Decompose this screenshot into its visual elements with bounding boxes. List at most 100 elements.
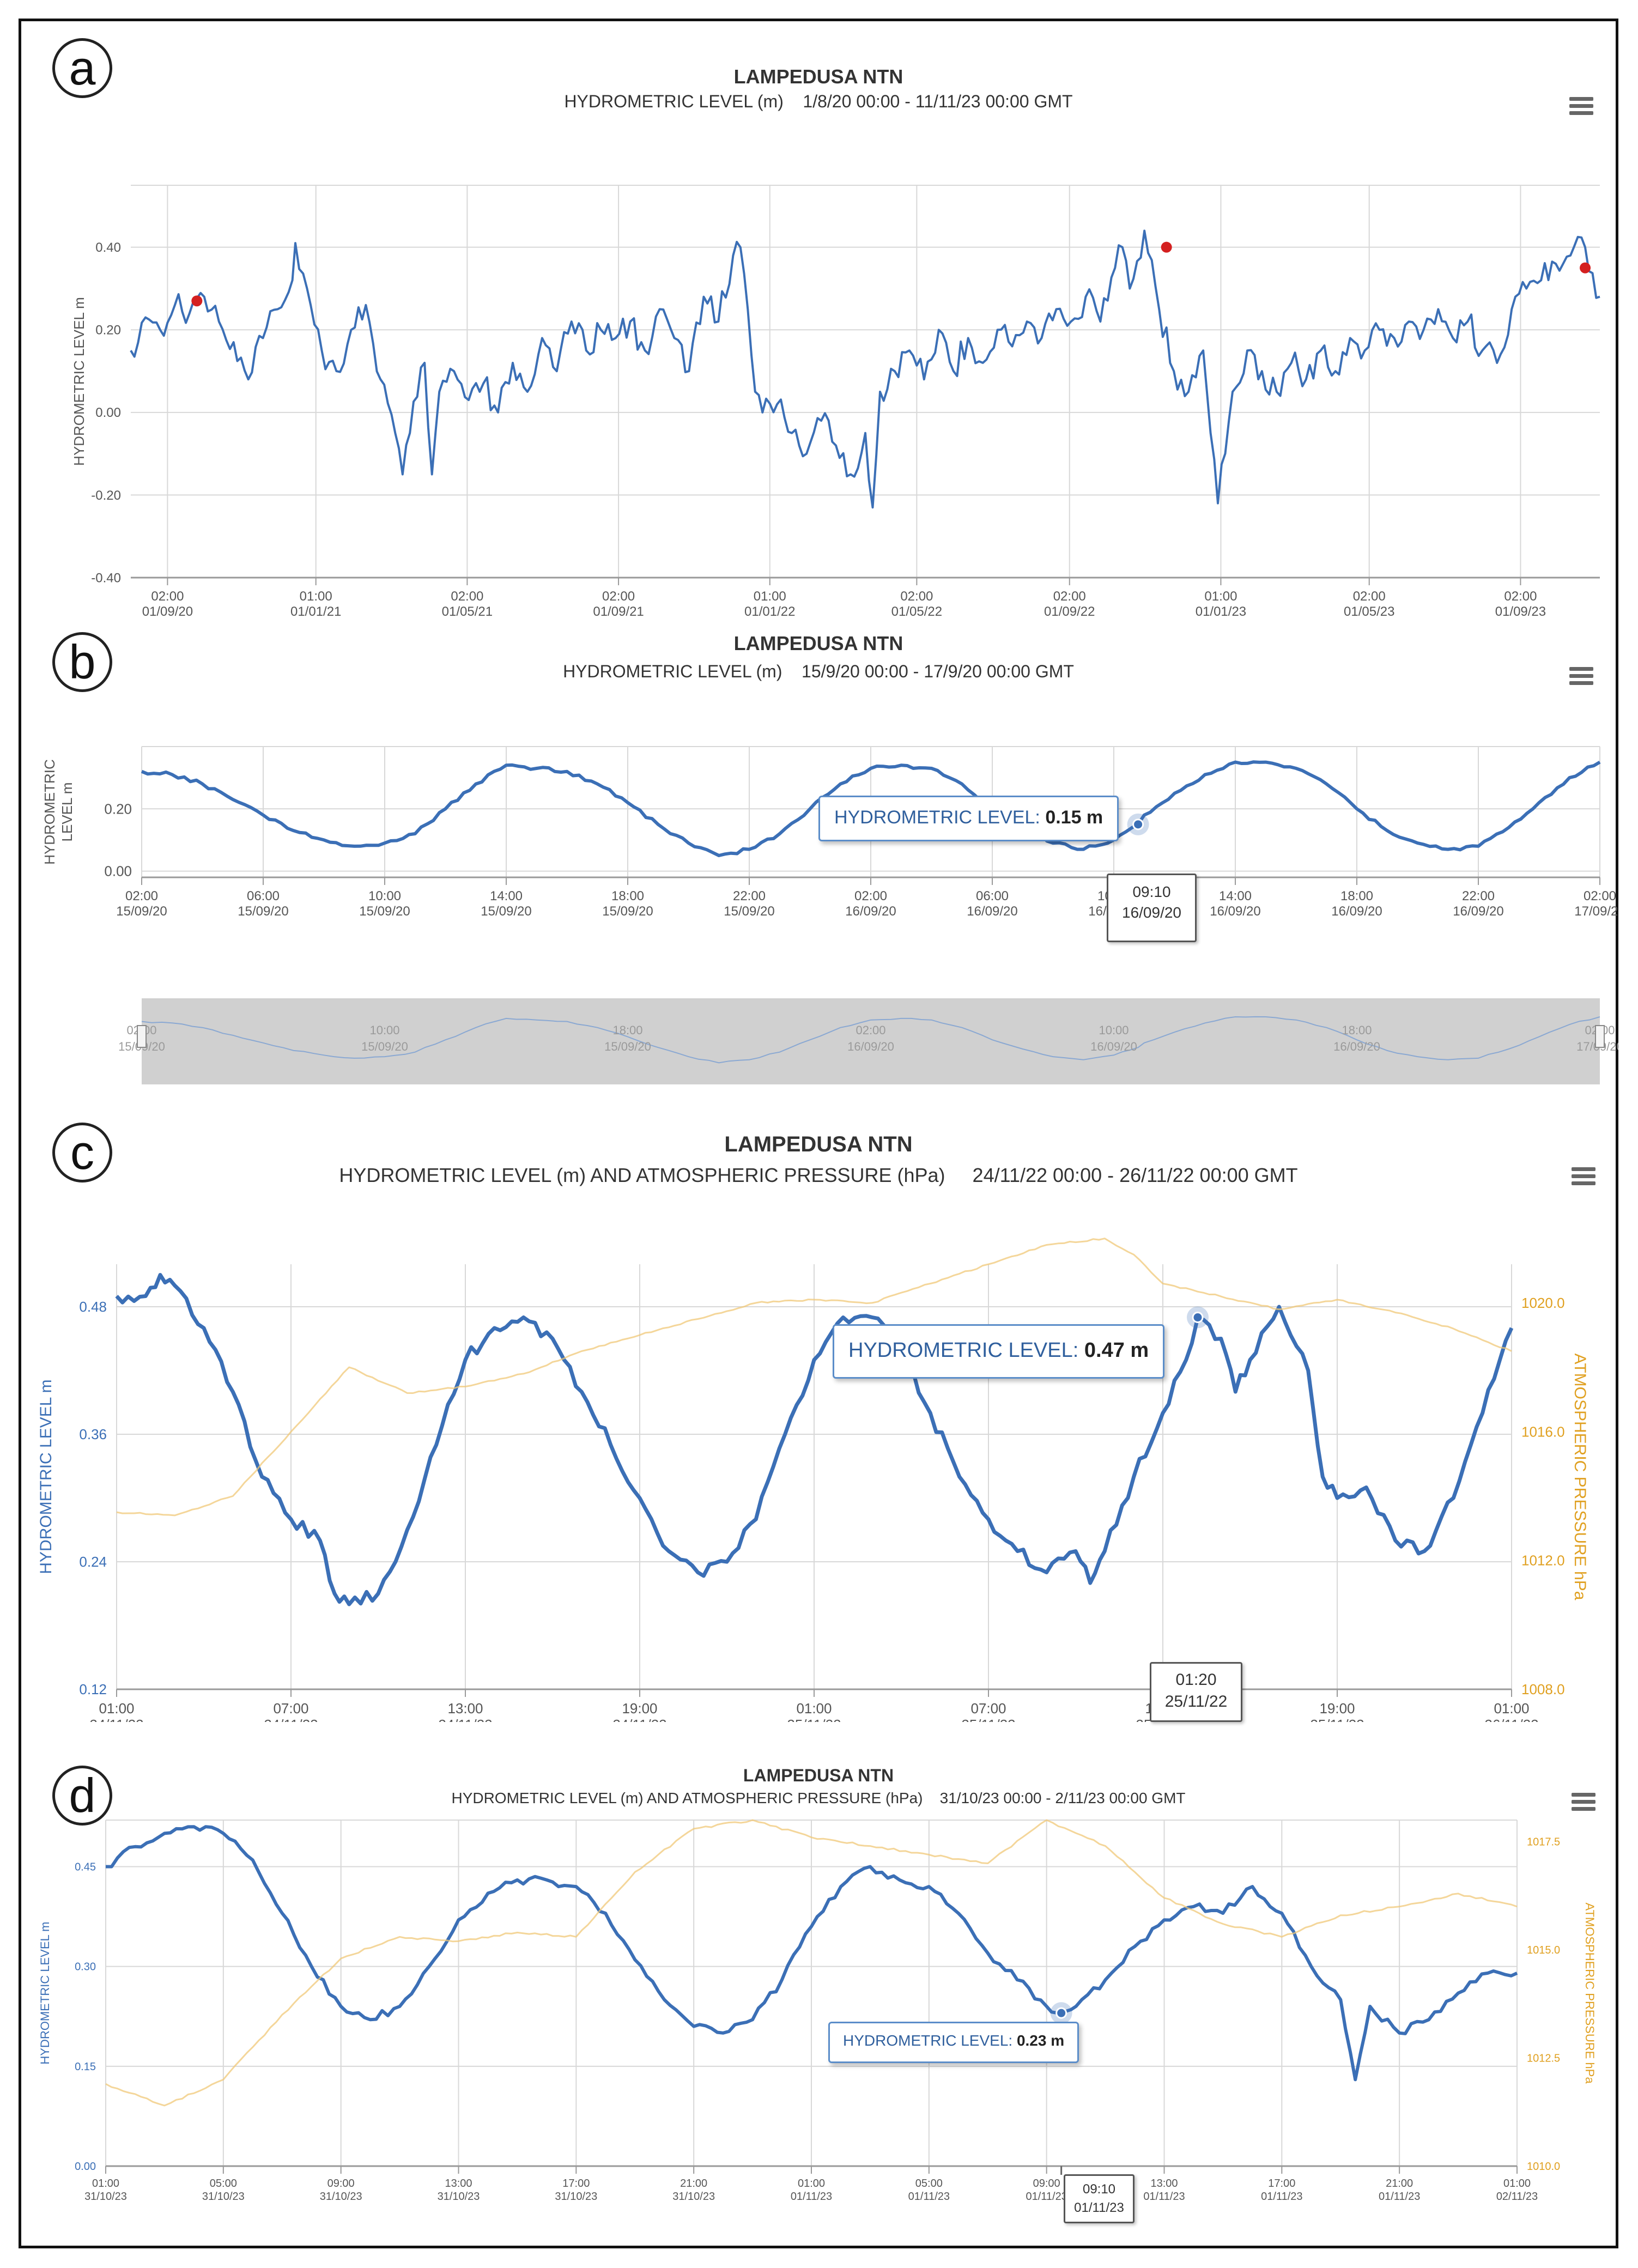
y-tick-label: 0.24	[79, 1554, 107, 1570]
navigator-date-label: 15/09/20	[604, 1040, 651, 1053]
chart-subtitle: HYDROMETRIC LEVEL (m) 15/9/20 00:00 - 17…	[563, 662, 1074, 681]
hamburger-menu-icon[interactable]	[1572, 1167, 1595, 1186]
x-tick-time-label: 02:00	[1504, 589, 1537, 604]
x-tick-time-label: 05:00	[210, 2178, 237, 2190]
x-tick-date-label: 01/11/23	[908, 2191, 950, 2203]
x-axis-tooltip: 09:10 01/11/23	[1064, 2174, 1135, 2223]
x-tick-date-label: 16/09/20	[967, 904, 1017, 919]
x-tick-date-label: 31/10/23	[202, 2191, 245, 2203]
x-tick-date-label: 31/10/23	[320, 2191, 362, 2203]
navigator-date-label: 16/09/20	[1333, 1040, 1380, 1053]
y-axis-title: LEVEL m	[59, 783, 75, 842]
x-tick-time-label: 06:00	[976, 889, 1009, 903]
y2-axis-title: ATMOSPHERIC PRESSURE hPa	[1571, 1354, 1589, 1600]
y2-tick-label: 1017.5	[1527, 1836, 1560, 1848]
panel-letter-b: b	[52, 632, 112, 692]
x-axis-tooltip: 01:20 25/11/22	[1150, 1662, 1242, 1722]
x-tick-time-label: 02:00	[151, 589, 184, 604]
x-tick-time-label: 01:00	[796, 1700, 832, 1717]
tooltip-label: HYDROMETRIC LEVEL:	[848, 1339, 1079, 1362]
x-tick-time-label: 02:00	[602, 589, 635, 604]
panel-letter-a: a	[52, 38, 112, 98]
x-tooltip-date: 25/11/22	[1164, 1693, 1228, 1711]
x-tick-time-label: 07:00	[970, 1700, 1006, 1717]
x-tick-time-label: 01:00	[1494, 1700, 1529, 1717]
x-tick-time-label: 13:00	[445, 2178, 472, 2190]
y-tick-label: -0.20	[91, 488, 121, 503]
x-tick-time-label: 13:00	[447, 1700, 483, 1717]
navigator-right-handle	[1595, 1025, 1605, 1048]
data-point-marker	[1580, 262, 1591, 274]
chart-a: 0.40 0.20 0.00 -0.20 -0.40 HYDROMETRIC LEVEL …	[71, 185, 1600, 619]
x-tick-time-label: 21:00	[680, 2178, 707, 2190]
x-tick-time-label: 01:00	[99, 1700, 134, 1717]
x-tick-date-label: 01/05/23	[1344, 604, 1394, 619]
y2-tick-label: 1016.0	[1521, 1423, 1565, 1440]
x-tick-date-label: 01/11/23	[1379, 2191, 1420, 2203]
y-axis-title: HYDROMETRIC LEVEL m	[71, 297, 87, 466]
pressure-series-line	[116, 1238, 1512, 1517]
hamburger-menu-icon[interactable]	[1572, 1793, 1595, 1811]
navigator-date-label: 16/09/20	[847, 1040, 894, 1053]
y-tick-label: 0.45	[75, 1861, 96, 1873]
x-tick-date-label: 16/09/20	[1331, 904, 1382, 919]
y-tick-label: 0.15	[75, 2061, 96, 2073]
chart-title: LAMPEDUSA NTN	[733, 65, 903, 88]
plot-area	[131, 185, 1600, 578]
x-tick-time-label: 01:00	[92, 2178, 119, 2190]
chart-subtitle: HYDROMETRIC LEVEL (m) AND ATMOSPHERIC PR…	[339, 1164, 1298, 1186]
y2-tick-label: 1012.5	[1527, 2053, 1560, 2065]
y-tick-label: 0.20	[95, 323, 121, 338]
x-tick-date-label: 31/10/23	[84, 2191, 127, 2203]
y2-tick-label: 1008.0	[1521, 1681, 1565, 1697]
x-tick-date-label: 01/01/22	[744, 604, 795, 619]
data-point-marker	[191, 295, 203, 307]
x-tick-time-label: 14:00	[490, 889, 523, 903]
y2-tick-label: 1010.0	[1527, 2161, 1560, 2173]
x-tick-date-label: 01/11/23	[1026, 2191, 1067, 2203]
panel-b: b LAMPEDUSA NTN HYDROMETRIC LEVEL (m) 15…	[19, 621, 1618, 1101]
x-tick-date-label: 24/11/22	[89, 1717, 143, 1722]
y-tick-label: 0.40	[95, 240, 121, 255]
navigator-time-label: 18:00	[1342, 1023, 1372, 1037]
hover-point	[1192, 1312, 1204, 1323]
tooltip-value: 0.23 m	[1016, 2032, 1065, 2049]
chart-title: LAMPEDUSA NTN	[724, 1132, 913, 1156]
x-tick-time-label: 10:00	[368, 889, 401, 903]
hamburger-menu-icon[interactable]	[1569, 97, 1593, 116]
y-tick-label: 0.20	[104, 801, 132, 817]
hover-tooltip: HYDROMETRIC LEVEL: 0.15 m	[818, 796, 1119, 841]
x-tick-date-label: 01/09/21	[593, 604, 644, 619]
navigator-time-label: 02:00	[856, 1023, 885, 1037]
navigator-time-label: 10:00	[1099, 1023, 1129, 1037]
x-tick-date-label: 01/01/21	[290, 604, 341, 619]
x-tick-time-label: 02:00	[854, 889, 887, 903]
navigator-time-label: 10:00	[369, 1023, 399, 1037]
tooltip-label: HYDROMETRIC LEVEL:	[843, 2032, 1013, 2049]
x-tick-date-label: 15/09/20	[359, 904, 410, 919]
x-tick-date-label: 25/11/22	[787, 1717, 841, 1722]
y2-axis-title: ATMOSPHERIC PRESSURE hPa	[1583, 1902, 1597, 2084]
x-tick-time-label: 01:00	[754, 589, 786, 604]
x-tooltip-time: 01:20	[1175, 1671, 1217, 1689]
x-tick-date-label: 25/11/22	[961, 1717, 1015, 1722]
chart-title: LAMPEDUSA NTN	[743, 1766, 894, 1785]
panel-a: a LAMPEDUSA NTN HYDROMETRIC LEVEL (m) 1/…	[19, 33, 1618, 632]
y-axis-title: HYDROMETRIC LEVEL m	[37, 1379, 55, 1574]
navigator-time-label: 18:00	[612, 1023, 642, 1037]
x-tick-time-label: 18:00	[1340, 889, 1373, 903]
hover-tooltip: HYDROMETRIC LEVEL: 0.47 m	[833, 1324, 1165, 1379]
x-tick-time-label: 09:00	[327, 2178, 355, 2190]
hamburger-menu-icon[interactable]	[1569, 667, 1593, 686]
y-axis-title: HYDROMETRIC LEVEL m	[38, 1921, 52, 2064]
y-tick-label: 0.48	[79, 1299, 107, 1315]
x-tick-date-label: 31/10/23	[555, 2191, 597, 2203]
x-tick-time-label: 02:00	[451, 589, 483, 604]
x-tooltip-date: 01/11/23	[1074, 2200, 1124, 2215]
hover-point	[1055, 2007, 1067, 2019]
chart-c: 0.48 0.36 0.24 0.12 1020.0 1016.0 1012.0 1008.0…	[37, 1238, 1589, 1722]
x-tick-time-label: 19:00	[1319, 1700, 1355, 1717]
tooltip-label: HYDROMETRIC LEVEL:	[834, 807, 1040, 828]
x-tick-date-label: 15/09/20	[724, 904, 774, 919]
x-tick-time-label: 02:00	[1353, 589, 1386, 604]
